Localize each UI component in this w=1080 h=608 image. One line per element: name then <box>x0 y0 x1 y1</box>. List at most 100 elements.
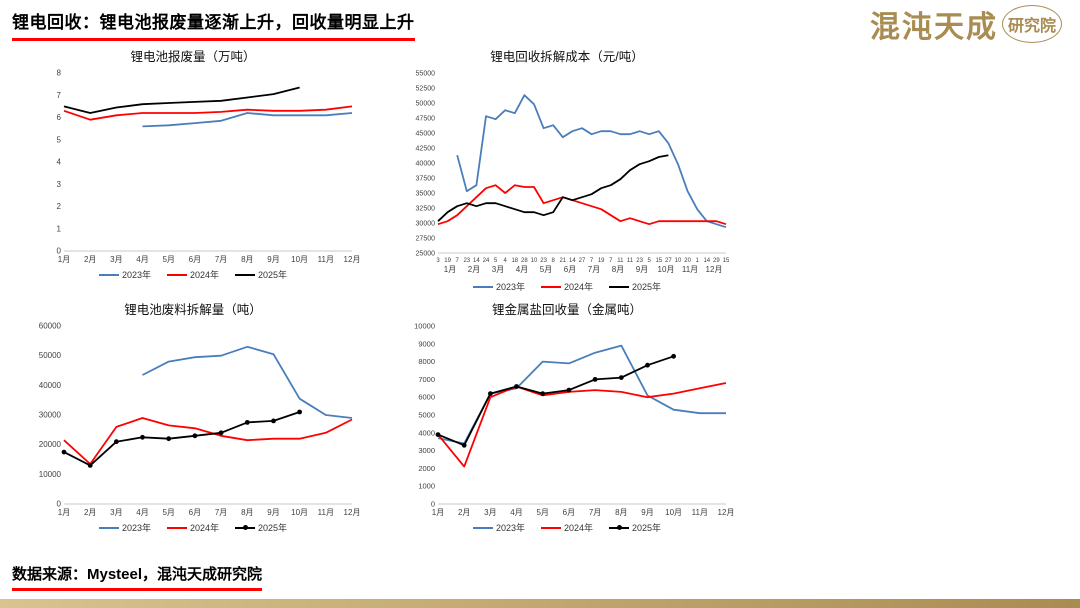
svg-text:11月: 11月 <box>318 255 334 264</box>
svg-text:7: 7 <box>57 91 62 100</box>
svg-text:4月: 4月 <box>516 265 528 274</box>
svg-text:10: 10 <box>531 258 538 264</box>
svg-text:4月: 4月 <box>136 508 148 517</box>
svg-text:20000: 20000 <box>39 440 62 449</box>
legend-item: 2025年 <box>609 280 661 293</box>
svg-text:1月: 1月 <box>58 508 70 517</box>
svg-text:12月: 12月 <box>718 508 734 517</box>
legend-item: 2024年 <box>540 521 593 534</box>
svg-text:9月: 9月 <box>267 508 279 517</box>
chart-title: 锂金属盐回收量（金属吨） <box>491 303 642 317</box>
svg-text:8月: 8月 <box>615 508 627 517</box>
legend-swatch <box>98 273 119 276</box>
svg-text:20: 20 <box>684 258 691 264</box>
svg-text:5月: 5月 <box>162 255 174 264</box>
svg-text:15: 15 <box>655 258 662 264</box>
svg-text:5000: 5000 <box>418 411 435 420</box>
svg-text:11: 11 <box>617 258 624 264</box>
data-source: 数据来源：Mysteel，混沌天成研究院 <box>12 563 263 591</box>
svg-text:37500: 37500 <box>416 176 436 183</box>
legend-swatch <box>166 273 187 276</box>
legend-swatch <box>540 526 561 529</box>
chart-plot-lithium-salt-recovery: 0 1000 2000 3000 4000 5000 6000 7000 8000 9000 100… <box>400 320 734 520</box>
svg-text:4月: 4月 <box>136 255 148 264</box>
svg-text:30000: 30000 <box>416 221 436 228</box>
svg-text:7: 7 <box>609 258 613 264</box>
legend-swatch <box>540 285 561 288</box>
svg-text:24: 24 <box>483 258 490 264</box>
legend-swatch <box>235 525 256 530</box>
svg-text:19: 19 <box>444 258 451 264</box>
svg-text:23: 23 <box>463 258 470 264</box>
svg-text:4: 4 <box>504 258 508 264</box>
legend-item: 2025年 <box>609 521 661 534</box>
svg-text:12月: 12月 <box>344 508 360 517</box>
svg-text:0: 0 <box>57 247 62 256</box>
svg-text:7月: 7月 <box>215 255 227 264</box>
svg-text:6月: 6月 <box>564 265 576 274</box>
svg-text:7月: 7月 <box>589 508 601 517</box>
legend-swatch <box>98 526 119 529</box>
svg-text:5: 5 <box>648 258 652 264</box>
legend-item: 2023年 <box>98 268 151 281</box>
svg-text:11月: 11月 <box>682 265 698 274</box>
svg-text:30000: 30000 <box>39 411 62 420</box>
brand-logo-seal: 研究院 <box>1001 5 1062 43</box>
svg-text:5: 5 <box>57 135 62 144</box>
svg-text:7月: 7月 <box>588 265 600 274</box>
svg-text:14: 14 <box>569 258 576 264</box>
legend-swatch <box>166 526 187 529</box>
svg-text:7: 7 <box>590 258 594 264</box>
brand-logo-text: 混沌天成 <box>869 10 998 45</box>
svg-text:7月: 7月 <box>215 508 227 517</box>
svg-text:40000: 40000 <box>416 161 436 168</box>
svg-text:11: 11 <box>627 258 634 264</box>
bottom-bar <box>0 599 1080 608</box>
svg-text:5月: 5月 <box>536 508 548 517</box>
legend-swatch <box>609 285 630 288</box>
svg-text:1000: 1000 <box>418 482 435 491</box>
svg-text:15: 15 <box>723 258 730 264</box>
svg-text:2月: 2月 <box>458 508 470 517</box>
svg-text:3: 3 <box>57 180 62 189</box>
legend-swatch <box>235 273 256 276</box>
svg-text:6月: 6月 <box>563 508 575 517</box>
svg-text:7: 7 <box>456 258 460 264</box>
chart-plot-scrap-volume: 0 1 2 3 4 5 6 7 8 1月 2月 3月 4月 5月 6月 7月 8月 9月 10月 11月 12月 <box>26 67 361 267</box>
page-title: 锂电回收：锂电池报废量逐渐上升，回收量明显上升 <box>12 8 415 41</box>
legend-item: 2023年 <box>98 521 151 534</box>
svg-text:55000: 55000 <box>416 71 436 78</box>
svg-text:8: 8 <box>552 258 556 264</box>
svg-text:1月: 1月 <box>58 255 70 264</box>
svg-text:4: 4 <box>57 158 62 167</box>
charts-grid: 锂电池报废量（万吨） 0 1 2 3 4 5 6 7 8 1月 2月 3月 4月 5月 6月 7月 8月 9月 10… <box>26 46 735 534</box>
svg-text:40000: 40000 <box>39 381 62 390</box>
chart-plot-dismantle-cost: 25000 27500 30000 32500 35000 37500 40000 42500… <box>400 67 734 279</box>
svg-text:27: 27 <box>579 258 586 264</box>
chart-legend: 2023年 2024年 2025年 <box>472 280 661 293</box>
svg-text:5月: 5月 <box>162 508 174 517</box>
svg-text:3: 3 <box>436 258 440 264</box>
svg-text:2月: 2月 <box>468 265 480 274</box>
legend-item: 2023年 <box>472 521 525 534</box>
svg-text:8月: 8月 <box>241 255 253 264</box>
svg-text:6月: 6月 <box>189 508 201 517</box>
legend-item: 2023年 <box>472 280 525 293</box>
svg-text:6000: 6000 <box>418 393 435 402</box>
svg-text:2: 2 <box>57 202 62 211</box>
chart-legend: 2023年 2024年 2025年 <box>98 521 287 534</box>
svg-text:1月: 1月 <box>432 508 444 517</box>
svg-text:6: 6 <box>57 113 62 122</box>
chart-plot-waste-dismantle-volume: 0 10000 20000 30000 40000 50000 60000 1月 2月 3月 4月 5… <box>26 320 361 520</box>
svg-text:27500: 27500 <box>416 236 436 243</box>
svg-text:8月: 8月 <box>241 508 253 517</box>
svg-text:9月: 9月 <box>641 508 653 517</box>
svg-text:3月: 3月 <box>110 508 122 517</box>
legend-swatch <box>472 526 493 529</box>
svg-text:9月: 9月 <box>636 265 648 274</box>
svg-text:5月: 5月 <box>540 265 552 274</box>
svg-text:11月: 11月 <box>318 508 334 517</box>
svg-text:28: 28 <box>521 258 528 264</box>
svg-text:9000: 9000 <box>418 339 435 348</box>
